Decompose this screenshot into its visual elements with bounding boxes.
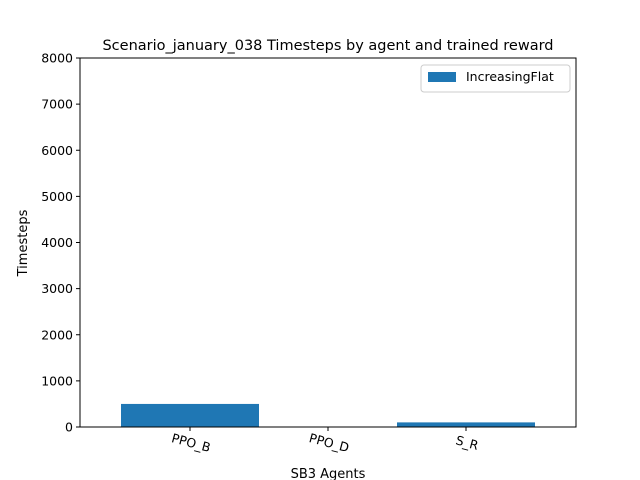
y-tick-label: 8000: [41, 51, 73, 66]
y-tick-label: 0: [65, 420, 73, 435]
y-tick-label: 4000: [41, 235, 73, 250]
legend: IncreasingFlat: [420, 64, 571, 93]
bar-s-r: [397, 422, 535, 427]
y-tick-label: 7000: [41, 97, 73, 112]
y-axis-label: Timesteps: [16, 209, 31, 277]
y-axis: 0 1000 2000 3000 4000 5000 6000 7000 8000: [41, 51, 80, 435]
y-tick-label: 5000: [41, 189, 73, 204]
y-tick-label: 6000: [41, 143, 73, 158]
bar-ppo-b: [121, 403, 259, 427]
x-axis-label: SB3 Agents: [291, 467, 366, 480]
bars-layer: [121, 403, 535, 427]
legend-label: IncreasingFlat: [466, 69, 554, 84]
x-tick-label: S_R: [454, 432, 480, 452]
y-tick-label: 3000: [41, 281, 73, 296]
y-tick-label: 2000: [41, 327, 73, 342]
legend-box: [420, 64, 571, 93]
chart-title: Scenario_january_038 Timesteps by agent …: [102, 38, 553, 54]
plot-frame: [79, 57, 577, 428]
legend-swatch: [428, 72, 456, 82]
y-tick-label: 1000: [41, 373, 73, 388]
